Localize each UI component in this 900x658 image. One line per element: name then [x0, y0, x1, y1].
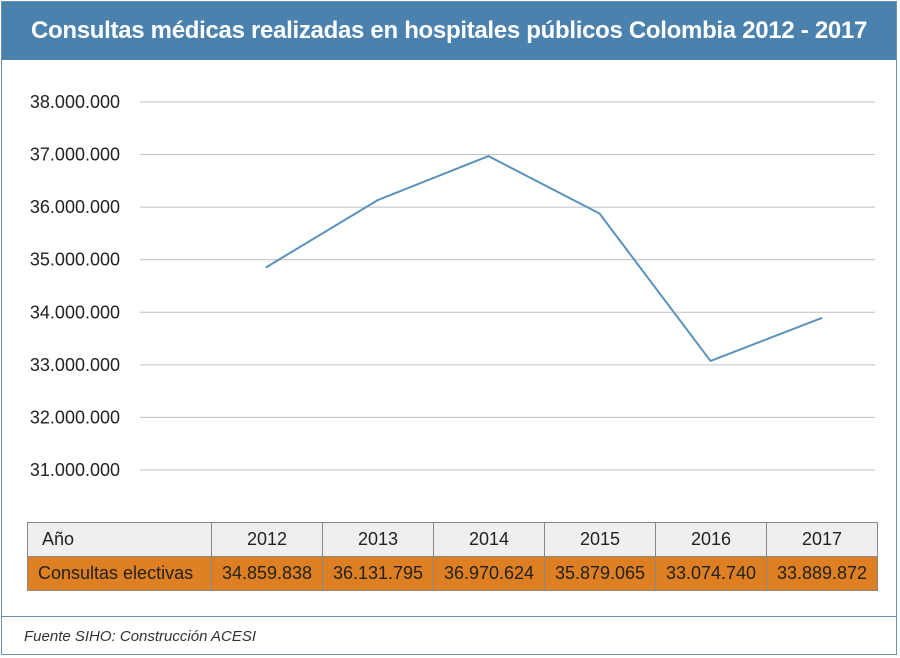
- gridlines: [140, 101, 875, 471]
- data-point: [598, 212, 601, 215]
- series-line: [265, 155, 822, 362]
- y-tick-label: 34.000.000: [30, 302, 120, 322]
- table-year-cell: 2013: [322, 522, 434, 557]
- y-tick-label: 37.000.000: [30, 145, 120, 165]
- data-point: [487, 155, 490, 158]
- y-tick-label: 32.000.000: [30, 407, 120, 427]
- data-table: Año 2012 2013 2014 2015 2016 2017 Consul…: [27, 522, 878, 591]
- data-point: [376, 199, 379, 202]
- table-value-cell: 35.879.065: [544, 556, 656, 591]
- y-tick-label: 35.000.000: [30, 250, 120, 270]
- source-note: Fuente SIHO: Construcción ACESI: [2, 616, 896, 656]
- y-tick-label: 33.000.000: [30, 355, 120, 375]
- table-year-cell: 2012: [211, 522, 323, 557]
- table-value-cell: 33.889.872: [766, 556, 878, 591]
- table-value-cell: 36.970.624: [433, 556, 545, 591]
- table-year-cell: 2015: [544, 522, 656, 557]
- series-layer: [265, 155, 823, 362]
- table-header-label: Año: [27, 522, 212, 557]
- chart-title: Consultas médicas realizadas en hospital…: [2, 2, 896, 60]
- y-tick-label: 36.000.000: [30, 197, 120, 217]
- table-value-cell: 34.859.838: [211, 556, 323, 591]
- table-value-cell: 36.131.795: [322, 556, 434, 591]
- line-chart: 38.000.000 37.000.000 36.000.000 35.000.000…: [30, 92, 875, 480]
- table-year-cell: 2014: [433, 522, 545, 557]
- y-tick-label: 38.000.000: [30, 92, 120, 112]
- y-tick-label: 31.000.000: [30, 460, 120, 480]
- table-header-row: Año 2012 2013 2014 2015 2016 2017: [27, 522, 878, 557]
- table-data-row: Consultas electivas 34.859.838 36.131.79…: [27, 556, 878, 591]
- table-year-cell: 2016: [655, 522, 767, 557]
- table-row-label: Consultas electivas: [27, 556, 212, 591]
- data-point: [265, 266, 268, 269]
- data-point: [709, 359, 712, 362]
- y-axis-tick-labels: 38.000.000 37.000.000 36.000.000 35.000.000…: [30, 92, 120, 480]
- table-value-cell: 33.074.740: [655, 556, 767, 591]
- table-year-cell: 2017: [766, 522, 878, 557]
- data-point: [820, 317, 823, 320]
